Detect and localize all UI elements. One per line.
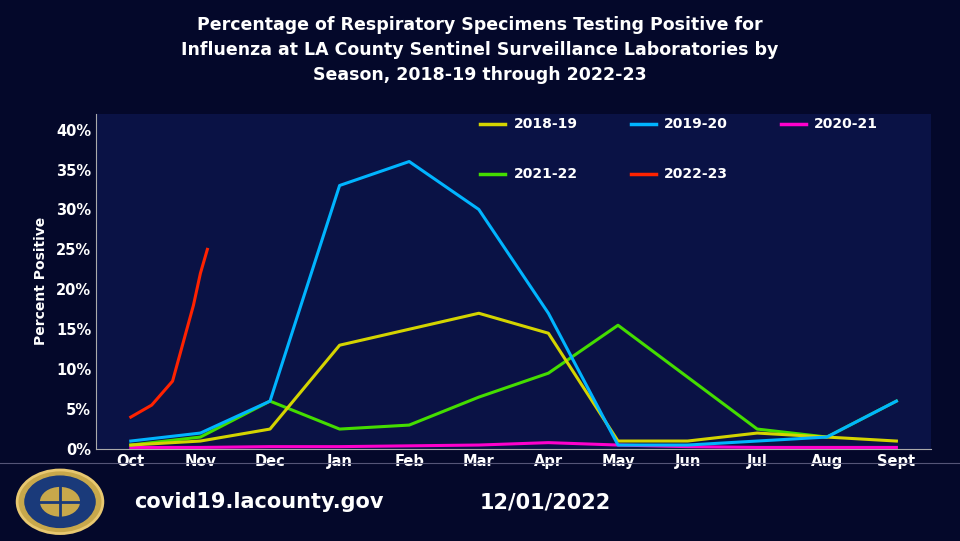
Text: 2022-23: 2022-23 xyxy=(664,167,728,181)
Text: 2019-20: 2019-20 xyxy=(664,117,728,131)
Text: 2021-22: 2021-22 xyxy=(514,167,578,181)
Text: 2020-21: 2020-21 xyxy=(814,117,878,131)
Text: 12/01/2022: 12/01/2022 xyxy=(480,492,612,512)
Y-axis label: Percent Positive: Percent Positive xyxy=(34,217,48,346)
Circle shape xyxy=(17,470,103,533)
Circle shape xyxy=(40,487,80,517)
Circle shape xyxy=(23,475,96,529)
Text: covid19.lacounty.gov: covid19.lacounty.gov xyxy=(134,492,384,512)
Text: Percentage of Respiratory Specimens Testing Positive for
Influenza at LA County : Percentage of Respiratory Specimens Test… xyxy=(181,16,779,84)
Text: 2018-19: 2018-19 xyxy=(514,117,578,131)
